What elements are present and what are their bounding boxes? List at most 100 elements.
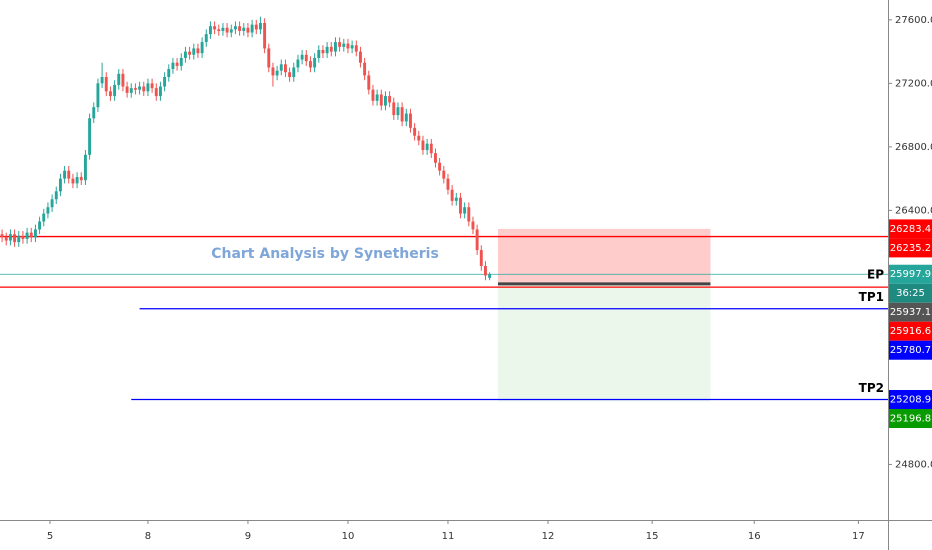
candle-body xyxy=(383,96,387,106)
candle-body xyxy=(292,67,296,78)
candle-body xyxy=(317,50,321,58)
candle-body xyxy=(288,72,292,78)
candle-body xyxy=(233,26,237,30)
target-zone xyxy=(497,283,711,402)
candle-body xyxy=(142,86,146,92)
candle-body xyxy=(408,113,412,128)
candle-body xyxy=(300,54,304,60)
candle-body xyxy=(442,170,446,179)
candle-body xyxy=(96,83,100,108)
candle-body xyxy=(192,48,196,55)
badge-label: 25780.7 xyxy=(890,345,931,356)
candle-body xyxy=(246,27,250,33)
candle-body xyxy=(50,199,54,208)
price-badge: 26235.2 xyxy=(889,238,932,258)
candle-body xyxy=(313,57,317,68)
candle-body xyxy=(296,59,300,68)
badge-bg xyxy=(889,302,932,322)
price-badge: 25997.9 36:25 xyxy=(889,264,932,303)
candle-body xyxy=(258,23,262,30)
candle-body xyxy=(75,177,79,184)
candle-body xyxy=(425,143,429,151)
level-label: TP2 xyxy=(859,381,884,395)
candle-body xyxy=(133,88,137,90)
candle-body xyxy=(275,70,279,76)
candle-body xyxy=(13,234,17,243)
x-tick-label: 10 xyxy=(342,531,355,542)
candle-body xyxy=(146,83,150,92)
price-badge: 25208.9 xyxy=(889,390,932,410)
candle-body xyxy=(421,140,425,151)
candle-body xyxy=(0,234,4,238)
candle-body xyxy=(221,27,225,31)
entry-label: EP xyxy=(867,267,884,281)
candle-body xyxy=(438,162,442,171)
candle-body xyxy=(208,26,212,35)
badge-bg xyxy=(889,409,932,429)
candle-body xyxy=(367,75,371,90)
candle-body xyxy=(42,213,46,222)
candle-body xyxy=(104,77,108,92)
x-tick-label: 16 xyxy=(748,531,761,542)
badge-bg xyxy=(889,390,932,410)
candle-body xyxy=(8,234,12,241)
candle-body xyxy=(188,51,192,55)
candle-body xyxy=(413,127,417,136)
candle-body xyxy=(350,45,354,49)
y-tick-label: 26800.0 xyxy=(895,142,932,153)
candle-body xyxy=(58,178,62,192)
candle-body xyxy=(129,88,133,93)
candle-body xyxy=(388,96,392,103)
candle-body xyxy=(183,51,187,58)
badge-bg xyxy=(889,340,932,360)
badge-bg xyxy=(889,238,932,258)
badge-label: 25208.9 xyxy=(890,395,931,406)
watermark: Chart Analysis by Synetheris xyxy=(211,246,439,262)
x-tick-label: 15 xyxy=(646,531,659,542)
price-badge: 25916.6 xyxy=(889,321,932,341)
candle-body xyxy=(459,197,462,214)
candle-body xyxy=(179,57,183,66)
candle-body xyxy=(200,42,204,54)
badge-bg xyxy=(889,219,932,239)
candle-body xyxy=(158,86,162,97)
y-tick-label: 24800.0 xyxy=(895,459,932,470)
candle-body xyxy=(404,113,408,122)
candle-body xyxy=(484,265,487,276)
candle-body xyxy=(29,232,33,238)
candle-body xyxy=(88,118,92,155)
candle-body xyxy=(154,88,158,97)
level-label: TP1 xyxy=(859,290,884,304)
candle-body xyxy=(238,26,242,31)
candle-body xyxy=(67,170,71,179)
candle-body xyxy=(342,43,346,47)
stop-zone xyxy=(497,228,711,284)
badge-label: 25997.9 xyxy=(890,269,931,280)
candle-body xyxy=(375,94,379,101)
badge-bg xyxy=(889,264,932,284)
y-tick-label: 26400.0 xyxy=(895,205,932,216)
price-badge: 26283.4 xyxy=(889,219,932,239)
countdown-bg xyxy=(889,283,932,303)
x-tick-label: 9 xyxy=(245,531,251,542)
candle-body xyxy=(392,102,396,116)
candle-body xyxy=(113,84,117,97)
candle-body xyxy=(254,24,258,30)
candle-body xyxy=(25,232,29,239)
candle-body xyxy=(54,191,58,200)
candle-body xyxy=(417,135,421,141)
candle-body xyxy=(338,42,342,47)
x-tick-label: 5 xyxy=(47,531,53,542)
badge-label: 25196.8 xyxy=(890,414,931,425)
badge-label: 25937.1 xyxy=(890,307,931,318)
candle-body xyxy=(63,170,67,179)
badge-label: 26283.4 xyxy=(890,224,931,235)
candle-body xyxy=(479,250,483,266)
badge-label: 25916.6 xyxy=(890,326,931,337)
price-badge: 25937.1 xyxy=(889,302,932,322)
candle-body xyxy=(175,62,179,66)
candle-body xyxy=(92,107,96,119)
candle-body xyxy=(463,207,467,214)
candle-body xyxy=(213,26,217,30)
